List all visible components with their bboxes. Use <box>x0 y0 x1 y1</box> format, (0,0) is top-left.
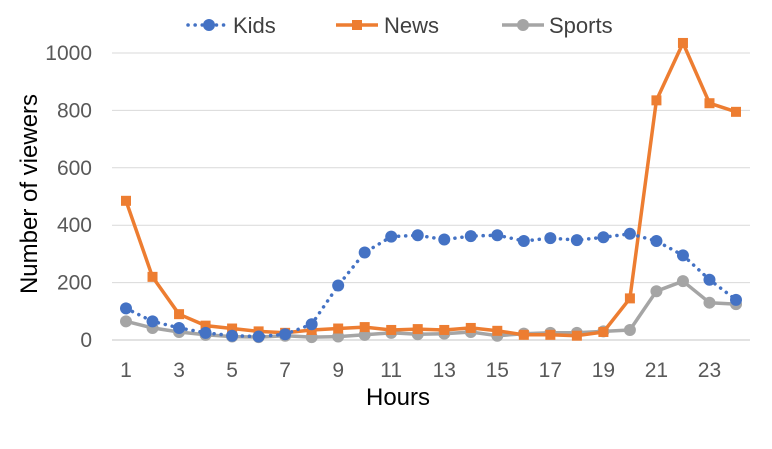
point-kids <box>703 273 716 286</box>
point-news <box>731 106 741 117</box>
point-news <box>147 271 158 282</box>
point-news <box>412 324 423 335</box>
y-gridlines <box>112 52 750 284</box>
point-news <box>200 320 211 331</box>
x-tick-label: 3 <box>173 359 185 382</box>
point-kids <box>650 234 663 247</box>
x-axis-tick-labels: 1 3 5 7 9 11 13 15 17 19 21 23 <box>120 359 721 382</box>
x-tick-label: 21 <box>645 359 668 382</box>
point-news <box>545 329 556 340</box>
legend-label-news: News <box>384 13 439 38</box>
x-tick-label: 11 <box>380 359 402 382</box>
point-kids <box>544 232 557 245</box>
point-kids <box>411 229 424 242</box>
series-line-news <box>124 41 737 338</box>
x-axis-title: Hours <box>366 384 430 411</box>
point-kids <box>120 302 132 315</box>
legend-label-sports: Sports <box>549 13 613 38</box>
legend-marker-sports <box>517 19 529 31</box>
series-news <box>121 37 741 341</box>
point-kids <box>597 231 610 244</box>
series-line-kids <box>124 232 738 339</box>
point-kids <box>146 315 159 328</box>
point-news <box>704 98 715 109</box>
point-sports <box>676 275 689 288</box>
point-news <box>359 322 370 333</box>
point-sports <box>650 285 663 298</box>
point-kids <box>491 229 504 242</box>
point-news <box>386 324 397 335</box>
x-tick-label: 5 <box>226 359 238 382</box>
point-news <box>518 329 529 340</box>
x-tick-label: 13 <box>433 359 456 382</box>
y-tick-label: 1000 <box>45 42 92 65</box>
point-news <box>121 195 131 206</box>
x-tick-label: 9 <box>332 359 344 382</box>
x-tick-label: 15 <box>486 359 509 382</box>
x-tick-label: 23 <box>698 359 721 382</box>
point-kids <box>623 227 636 240</box>
point-news <box>571 330 582 341</box>
point-news <box>651 95 662 106</box>
point-kids <box>570 234 583 247</box>
legend-item-kids: Kids <box>186 13 276 38</box>
point-kids <box>730 293 742 306</box>
x-tick-label: 1 <box>120 359 132 382</box>
legend-marker-kids <box>203 19 215 31</box>
point-kids <box>279 328 292 341</box>
point-news <box>598 326 609 337</box>
legend: Kids News Sports <box>186 13 613 38</box>
point-sports <box>703 296 716 309</box>
point-news <box>333 323 344 334</box>
point-kids <box>464 230 477 243</box>
point-kids <box>332 279 345 292</box>
y-tick-label: 600 <box>57 157 92 180</box>
point-news <box>492 325 503 336</box>
x-tick-label: 17 <box>539 359 562 382</box>
point-kids <box>305 318 318 331</box>
point-news <box>439 324 450 335</box>
point-news <box>227 323 238 334</box>
y-tick-label: 800 <box>57 99 92 122</box>
y-tick-label: 200 <box>57 272 92 295</box>
y-axis-tick-labels: 0 200 400 600 800 1000 <box>45 42 92 352</box>
legend-item-sports: Sports <box>502 13 613 38</box>
point-kids <box>226 329 239 342</box>
point-kids <box>385 230 398 243</box>
point-kids <box>358 246 371 259</box>
y-axis-title: Number of viewers <box>16 94 43 294</box>
point-sports <box>120 315 132 328</box>
point-kids <box>173 321 186 334</box>
point-kids <box>517 234 530 247</box>
point-kids <box>199 326 212 339</box>
point-news <box>465 322 476 333</box>
point-news <box>624 293 635 304</box>
y-tick-label: 400 <box>57 214 92 237</box>
y-tick-label: 0 <box>80 329 92 352</box>
series-layer <box>120 37 742 344</box>
point-kids <box>676 249 689 262</box>
point-news <box>677 37 688 48</box>
legend-marker-news <box>352 20 362 30</box>
point-sports <box>332 330 345 343</box>
legend-item-news: News <box>336 13 439 38</box>
point-kids <box>252 330 265 343</box>
point-kids <box>438 233 451 246</box>
series-kids <box>120 227 742 343</box>
x-tick-label: 19 <box>592 359 615 382</box>
legend-label-kids: Kids <box>233 13 276 38</box>
point-news <box>174 309 185 320</box>
point-sports <box>623 323 636 336</box>
x-tick-label: 7 <box>279 359 291 382</box>
